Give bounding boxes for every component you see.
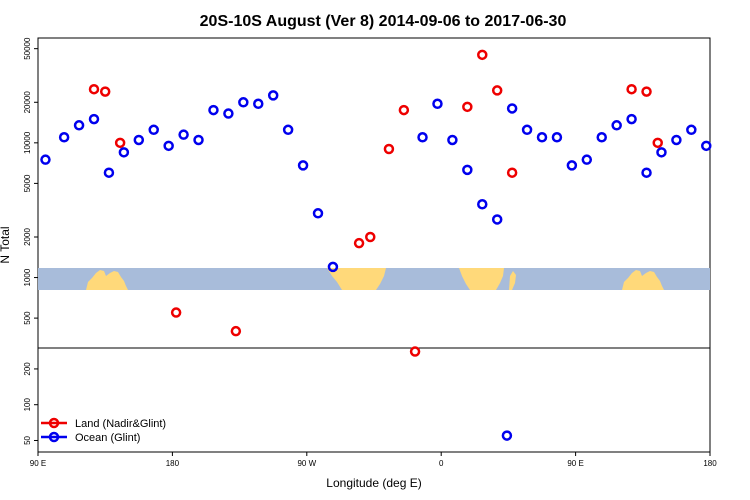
ocean-data-point [432,98,443,110]
x-tick-label: 0 [439,459,444,468]
ocean-data-point [491,214,503,225]
x-tick-label: 90 E [567,459,583,468]
y-tick-label: 500 [23,311,32,325]
ocean-data-point [327,261,339,273]
y-tick-label: 50 [23,435,32,444]
ocean-data-point [193,134,204,146]
ocean-data-point [282,124,294,136]
land-data-point [477,49,488,61]
land-data-point [462,101,473,113]
ocean-data-point [208,104,219,116]
ocean-data-point [148,124,159,136]
ocean-data-point [596,132,607,143]
legend-ocean-marker [48,431,60,443]
land-data-point [170,307,182,318]
y-tick-label: 50000 [23,37,32,60]
y-tick-label: 2000 [23,228,32,246]
y-tick-label: 5000 [23,174,32,192]
ocean-data-point [417,132,428,143]
chart-title: 20S-10S August (Ver 8) 2014-09-06 to 201… [200,13,567,30]
ocean-data-point [58,132,70,143]
land-africa [459,268,504,290]
x-tick-label: 90 E [30,459,46,468]
legend-land-label: Land (Nadir&Glint) [75,418,166,430]
ocean-data-point [238,97,249,108]
ocean-data-point [626,113,637,125]
upper-plot-frame [37,37,711,349]
land-data-point [365,231,376,243]
y-tick-label: 100 [23,397,32,411]
lower-plot-frame [37,347,711,453]
y-tick-label: 10000 [23,131,32,154]
land-south-america [327,268,386,290]
ocean-data-point [103,167,115,178]
y-tick-label: 200 [23,362,32,376]
x-tick-label: 180 [166,459,180,468]
ocean-data-point [506,103,518,114]
land-data-point [409,346,421,357]
ocean-data-point [477,199,488,210]
land-data-point [641,86,652,97]
ocean-data-point [223,108,234,119]
ocean-data-point [297,160,309,171]
land-data-point [398,104,410,116]
land-australia-east [622,270,664,290]
ocean-data-point [163,140,174,152]
ocean-data-point [521,124,533,136]
ocean-data-point [611,120,622,131]
land-data-point [353,237,365,249]
y-tick-label: 20000 [23,91,32,114]
land-data-point [383,143,395,155]
land-data-point [491,85,503,96]
world-map-strip [38,268,710,290]
y-tick-label: 1000 [23,268,32,286]
land-data-point [114,137,126,149]
land-data-point [652,137,663,149]
ocean-data-point [312,208,324,219]
ocean-data-point [462,164,473,176]
ocean-data-point [178,129,189,140]
ocean-data-point [118,147,130,158]
x-tick-label: 180 [703,459,717,468]
ocean-data-point [447,134,458,146]
ocean-data-point [40,154,51,165]
ocean-data-point [656,147,667,158]
data-points [40,49,712,441]
legend: Land (Nadir&Glint) Ocean (Glint) [41,417,166,444]
ocean-data-point [501,430,513,441]
land-madagascar [509,271,516,290]
land-data-point [230,325,242,337]
axes: 90 E 180 90 W 0 90 E 180 500 1000 2000 5000 10000 2… [23,37,717,468]
ocean-data-point [88,113,100,125]
land-data-point [506,167,518,178]
ocean-data-point [536,132,548,143]
x-axis-title: Longitude (deg E) [326,476,421,490]
ocean-data-point [566,160,578,171]
land-australia-west [86,270,128,290]
land-data-point [88,83,100,95]
ocean-data-point [671,134,682,146]
ocean-data-point [551,132,563,143]
land-data-point [626,83,637,95]
ocean-data-point [253,98,264,110]
y-axis-title: N Total [0,226,12,263]
land-data-point [99,86,111,97]
ocean-data-point [701,140,712,152]
ocean-data-point [641,167,652,178]
legend-ocean-label: Ocean (Glint) [75,432,140,444]
ocean-data-point [267,90,279,101]
ocean-data-point [73,120,85,131]
ocean-data-point [581,154,593,165]
ocean-data-point [686,124,697,136]
ocean-data-point [133,134,145,146]
x-tick-label: 90 W [297,459,316,468]
legend-land-marker [48,417,60,429]
